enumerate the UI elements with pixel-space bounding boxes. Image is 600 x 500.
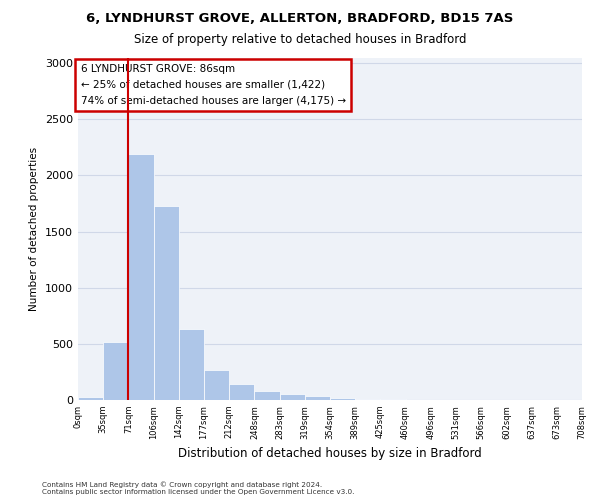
Y-axis label: Number of detached properties: Number of detached properties: [29, 146, 40, 311]
Text: 6, LYNDHURST GROVE, ALLERTON, BRADFORD, BD15 7AS: 6, LYNDHURST GROVE, ALLERTON, BRADFORD, …: [86, 12, 514, 26]
X-axis label: Distribution of detached houses by size in Bradford: Distribution of detached houses by size …: [178, 447, 482, 460]
Bar: [330, 398, 355, 400]
Bar: [204, 370, 229, 400]
Bar: [305, 396, 330, 400]
Text: 6 LYNDHURST GROVE: 86sqm
← 25% of detached houses are smaller (1,422)
74% of sem: 6 LYNDHURST GROVE: 86sqm ← 25% of detach…: [80, 64, 346, 106]
Bar: [154, 206, 179, 400]
Bar: [78, 397, 103, 400]
Bar: [179, 330, 204, 400]
Bar: [355, 399, 380, 400]
Bar: [280, 394, 305, 400]
Text: Size of property relative to detached houses in Bradford: Size of property relative to detached ho…: [134, 32, 466, 46]
Bar: [128, 154, 154, 400]
Bar: [103, 342, 128, 400]
Bar: [229, 384, 254, 400]
Text: Contains HM Land Registry data © Crown copyright and database right 2024.
Contai: Contains HM Land Registry data © Crown c…: [42, 482, 355, 495]
Bar: [254, 391, 280, 400]
